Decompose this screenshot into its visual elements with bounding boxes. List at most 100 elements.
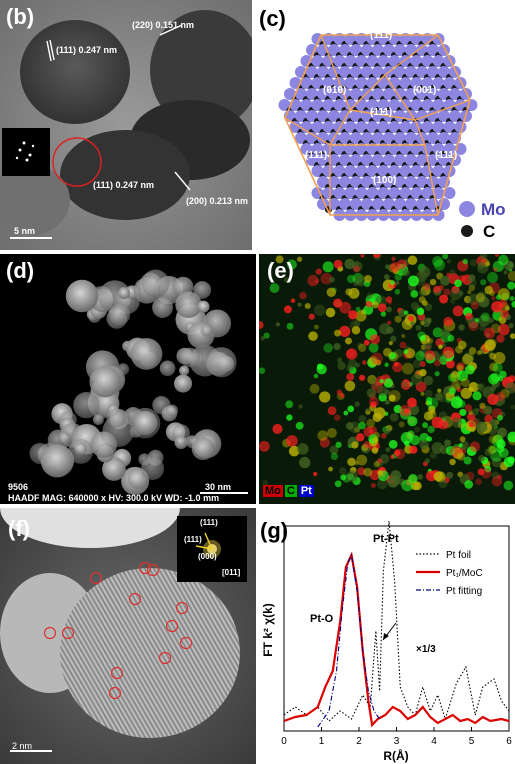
eds-signal bbox=[468, 422, 474, 428]
eds-signal bbox=[343, 410, 349, 416]
nanoparticle bbox=[191, 437, 215, 461]
series-line-1 bbox=[283, 551, 510, 728]
eds-signal bbox=[468, 410, 473, 415]
eds-signal bbox=[377, 303, 387, 313]
eds-signal bbox=[269, 283, 280, 293]
eds-signal bbox=[457, 370, 462, 375]
eds-signal bbox=[357, 343, 367, 352]
eds-signal bbox=[263, 332, 270, 339]
eds-signal bbox=[283, 277, 290, 283]
eds-signal bbox=[388, 394, 396, 402]
eds-signal bbox=[386, 306, 392, 313]
eds-signal bbox=[463, 456, 472, 465]
nanoparticle bbox=[172, 424, 190, 442]
acquisition-info: HAADF MAG: 640000 x HV: 300.0 kV WD: -1.… bbox=[8, 493, 220, 503]
eds-signal bbox=[359, 374, 366, 381]
eds-signal bbox=[464, 404, 473, 412]
eds-signal bbox=[404, 408, 410, 414]
eds-signal bbox=[351, 326, 361, 335]
eds-signal bbox=[380, 311, 387, 317]
eds-signal bbox=[283, 305, 292, 314]
eds-signal bbox=[353, 281, 359, 287]
nanoparticle bbox=[180, 347, 200, 368]
eds-signal bbox=[419, 439, 429, 450]
panel-e-eds-map: (e) Mo C Pt bbox=[259, 254, 515, 504]
eds-signal bbox=[399, 341, 407, 349]
eds-signal bbox=[275, 255, 284, 264]
eds-signal bbox=[262, 479, 269, 486]
eds-signal bbox=[403, 310, 409, 315]
eds-signal bbox=[495, 391, 505, 402]
eds-signal bbox=[365, 409, 371, 415]
eds-signal bbox=[460, 445, 467, 451]
nanoparticle bbox=[106, 408, 126, 428]
facet-111-right: (111) bbox=[435, 150, 458, 161]
eds-signal bbox=[491, 457, 502, 468]
eds-signal bbox=[361, 444, 369, 452]
facet-100: (100) bbox=[373, 175, 397, 186]
eds-signal bbox=[380, 433, 387, 439]
eds-signal bbox=[434, 392, 443, 401]
atom-marker bbox=[165, 619, 179, 633]
eds-signal bbox=[488, 435, 497, 444]
eds-signal bbox=[398, 421, 405, 428]
fft-label-zone: [011] bbox=[222, 568, 241, 577]
eds-signal bbox=[403, 349, 409, 355]
eds-signal bbox=[431, 442, 444, 454]
eds-signal bbox=[394, 449, 401, 456]
eds-signal bbox=[398, 309, 407, 318]
factor-label: ×1/3 bbox=[416, 644, 436, 655]
eds-signal bbox=[508, 375, 515, 383]
eds-signal bbox=[383, 347, 392, 357]
eds-signal bbox=[272, 423, 283, 434]
eds-signal bbox=[315, 268, 322, 275]
eds-signal bbox=[477, 468, 485, 476]
facet-010: (010) bbox=[323, 85, 347, 96]
eds-signal bbox=[399, 404, 412, 417]
eds-signal bbox=[468, 321, 479, 332]
eds-signal bbox=[423, 375, 434, 386]
annotation-200: (200) 0.213 nm bbox=[186, 196, 249, 206]
eds-signal bbox=[355, 306, 361, 312]
eds-signal bbox=[464, 480, 474, 489]
eds-signal bbox=[496, 439, 506, 449]
hrtem-image bbox=[0, 0, 252, 250]
nanoparticle bbox=[141, 457, 165, 481]
eds-signal bbox=[384, 399, 390, 405]
atom-marker bbox=[175, 601, 189, 615]
eds-signal bbox=[355, 274, 367, 287]
eds-signal bbox=[419, 360, 426, 368]
eds-signal bbox=[420, 391, 425, 396]
mo-atom bbox=[454, 77, 467, 89]
atom-marker bbox=[138, 561, 152, 575]
eds-signal bbox=[448, 387, 457, 395]
red-circle-marker bbox=[52, 137, 102, 187]
eds-signal bbox=[490, 418, 498, 427]
eds-signal bbox=[366, 418, 375, 428]
eds-signal bbox=[457, 340, 467, 350]
x-tick-label: 3 bbox=[394, 736, 400, 747]
eds-signal bbox=[290, 298, 296, 303]
eds-signal bbox=[403, 440, 410, 447]
eds-signal bbox=[371, 301, 379, 309]
nanoparticle bbox=[206, 347, 237, 378]
eds-signal bbox=[364, 275, 372, 283]
eds-signal bbox=[388, 341, 393, 346]
eds-signal bbox=[498, 323, 510, 336]
eds-signal bbox=[298, 404, 303, 409]
eds-signal bbox=[509, 333, 515, 339]
eds-signal bbox=[394, 349, 403, 358]
eds-signal bbox=[354, 362, 360, 368]
eds-signal bbox=[309, 383, 320, 394]
peak-label-pto: Pt-O bbox=[310, 613, 334, 625]
eds-signal bbox=[497, 474, 502, 480]
eds-signal bbox=[507, 281, 515, 290]
eds-signal bbox=[409, 435, 421, 446]
eds-signal bbox=[338, 467, 347, 475]
eds-signal bbox=[314, 279, 320, 284]
nanoparticle bbox=[174, 435, 188, 449]
eds-signal bbox=[509, 296, 515, 302]
eds-signal bbox=[345, 337, 352, 345]
eds-signal bbox=[333, 298, 343, 308]
